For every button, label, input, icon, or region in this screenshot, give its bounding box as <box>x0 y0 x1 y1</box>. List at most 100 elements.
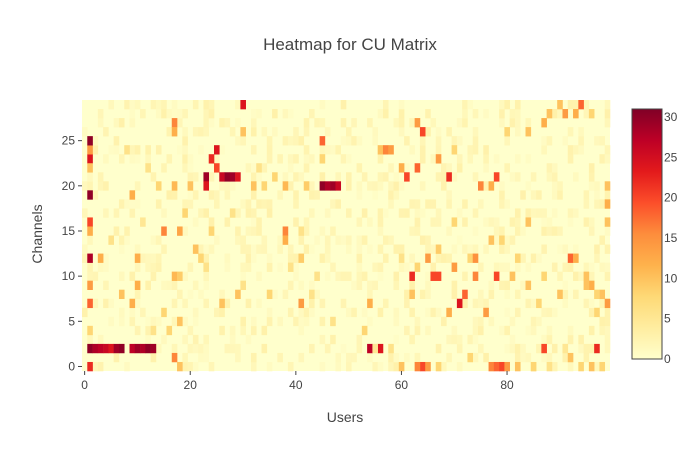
heatmap-cell <box>435 136 442 146</box>
heatmap-cell <box>356 271 363 281</box>
heatmap-cell <box>509 316 516 327</box>
heatmap-cell <box>425 109 431 119</box>
heatmap-cell <box>103 127 109 137</box>
heatmap-cell <box>536 343 542 354</box>
heatmap-cell <box>514 307 521 318</box>
heatmap-cell <box>82 127 88 137</box>
heatmap-cell <box>97 109 104 119</box>
heatmap-cell <box>499 226 505 236</box>
heatmap-cell <box>324 145 331 155</box>
heatmap-cell <box>541 226 547 236</box>
heatmap-cell <box>419 181 426 191</box>
heatmap-cell <box>562 136 569 146</box>
heatmap-cell <box>451 280 458 290</box>
heatmap-cell <box>134 325 141 336</box>
heatmap-cell <box>562 343 569 354</box>
heatmap-cell <box>145 325 151 336</box>
y-tick-label: 15 <box>62 224 76 238</box>
heatmap-cell <box>456 298 463 309</box>
heatmap-cell <box>287 262 294 272</box>
heatmap-cell <box>182 226 188 236</box>
heatmap-cell <box>187 181 194 191</box>
heatmap-cell <box>451 136 458 146</box>
heatmap-cell <box>504 289 510 300</box>
heatmap-cell <box>155 235 162 245</box>
heatmap-cell <box>499 181 505 191</box>
heatmap-cell <box>256 271 262 281</box>
heatmap-cell <box>208 172 215 182</box>
heatmap-cell <box>224 253 231 263</box>
heatmap-cell <box>335 361 342 372</box>
heatmap-cell <box>472 208 479 218</box>
heatmap-cell <box>478 181 484 191</box>
heatmap-cell <box>155 343 162 354</box>
heatmap-cell <box>604 100 611 110</box>
heatmap-cell <box>520 226 526 236</box>
heatmap-cell <box>541 271 547 281</box>
heatmap-cell <box>129 154 136 164</box>
heatmap-cell <box>472 127 479 137</box>
heatmap-cell <box>319 298 326 309</box>
heatmap-cell <box>287 307 294 318</box>
heatmap-cell <box>351 118 357 128</box>
heatmap-cell <box>346 127 352 137</box>
heatmap-cell <box>525 280 532 290</box>
heatmap-cell <box>298 298 305 309</box>
heatmap-cell <box>578 145 584 155</box>
heatmap-cell <box>388 163 394 173</box>
heatmap-cell <box>340 235 347 245</box>
heatmap-cell <box>182 334 188 345</box>
heatmap-cell <box>446 190 452 200</box>
heatmap-cell <box>309 109 315 119</box>
heatmap-cell <box>588 181 595 191</box>
heatmap-cell <box>129 145 136 155</box>
heatmap-cell <box>97 253 104 263</box>
heatmap-cell <box>129 298 136 309</box>
heatmap-cell <box>298 352 305 363</box>
heatmap-cell <box>155 181 162 191</box>
heatmap-cell <box>441 361 447 372</box>
heatmap-cell <box>250 208 257 218</box>
heatmap-cell <box>124 361 130 372</box>
heatmap-cell <box>245 208 252 218</box>
heatmap-cell <box>166 190 173 200</box>
heatmap-cell <box>208 118 215 128</box>
heatmap-cell <box>118 271 125 281</box>
heatmap-cell <box>118 235 125 245</box>
heatmap-cell <box>155 199 162 209</box>
heatmap-cell <box>583 199 590 209</box>
heatmap-cell <box>177 118 183 128</box>
heatmap-cell <box>235 226 241 236</box>
heatmap-cell <box>525 208 532 218</box>
heatmap-cell <box>530 208 537 218</box>
heatmap-cell <box>551 109 558 119</box>
heatmap-cell <box>266 253 273 263</box>
heatmap-cell <box>435 253 442 263</box>
heatmap-cell <box>472 172 479 182</box>
heatmap-cell <box>113 226 120 236</box>
heatmap-cell <box>240 280 246 290</box>
heatmap-cell <box>171 280 178 290</box>
heatmap-cell <box>87 136 93 146</box>
heatmap-cell <box>319 334 326 345</box>
heatmap-cell <box>150 262 157 272</box>
heatmap-cell <box>546 172 553 182</box>
heatmap-cell <box>324 208 331 218</box>
heatmap-cell <box>330 181 336 191</box>
heatmap-cell <box>520 280 526 290</box>
heatmap-cell <box>388 361 394 372</box>
heatmap-cell <box>250 217 257 227</box>
heatmap-cell <box>425 361 431 372</box>
heatmap-cell <box>604 316 611 327</box>
heatmap-cell <box>398 208 405 218</box>
heatmap-cell <box>520 343 526 354</box>
heatmap-cell <box>103 253 109 263</box>
heatmap-cell <box>573 208 579 218</box>
heatmap-cell <box>393 316 400 327</box>
heatmap-cell <box>388 352 394 363</box>
heatmap-cell <box>525 352 532 363</box>
heatmap-cell <box>356 262 363 272</box>
heatmap-cell <box>351 280 357 290</box>
heatmap-cell <box>87 190 93 200</box>
heatmap-cell <box>356 235 363 245</box>
